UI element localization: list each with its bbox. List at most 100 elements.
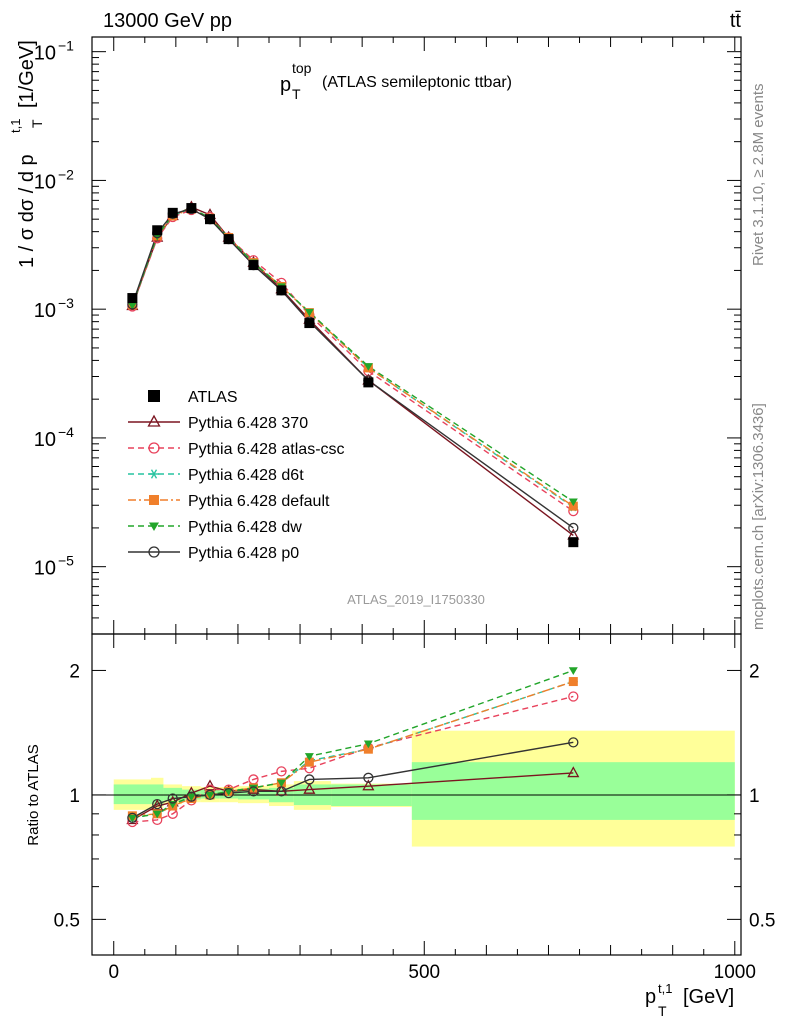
ratio-series-marker	[152, 810, 162, 819]
legend-label: Pythia 6.428 d6t	[188, 467, 304, 484]
main-series-line	[131, 207, 574, 503]
analysis-watermark: ATLAS_2019_I1750330	[347, 592, 485, 607]
ratio-series-marker	[304, 753, 314, 761]
ratio-series-marker	[568, 737, 579, 748]
data-point	[186, 203, 197, 214]
legend-marker	[147, 414, 161, 427]
data-point	[127, 293, 138, 304]
main-ytick-label: 10	[34, 558, 56, 580]
ratio-ytick-labels: 0.5 0.5 1 1 2 2	[54, 661, 776, 931]
ratio-ytick-label-right: 1	[749, 786, 760, 807]
main-ytick-label: 10	[34, 300, 56, 322]
main-panel: p top T (ATLAS semileptonic ttbar) 1 / σ…	[8, 36, 742, 635]
ratio-series-marker	[186, 791, 197, 802]
ratio-series-marker	[568, 667, 578, 675]
main-ytick-label-exp: −4	[58, 424, 74, 440]
ratio-series-marker	[363, 744, 373, 754]
energy-label: 13000 GeV pp	[103, 10, 232, 32]
main-axis-ticks	[92, 37, 741, 635]
main-series-marker	[568, 501, 578, 511]
ratio-series-marker	[304, 757, 314, 767]
ratio-inner-band	[113, 784, 151, 805]
main-ylabel-text: 1 / σ dσ / d p	[16, 154, 38, 268]
main-ytick-label: 10	[34, 43, 56, 65]
main-ytick-label-exp: −3	[58, 295, 74, 311]
main-series-marker	[568, 522, 579, 534]
x-axis-label-sup: t,1	[658, 981, 672, 996]
main-ytick-label-exp: −1	[58, 38, 74, 54]
main-ytick-label-exp: −2	[58, 166, 74, 182]
mcplots-label: mcplots.cern.ch [arXiv:1306.3436]	[750, 403, 767, 630]
ratio-series-marker	[248, 786, 259, 797]
data-point	[152, 225, 163, 236]
main-ylabel: 1 / σ dσ / d p	[16, 154, 38, 268]
main-series-line	[131, 206, 574, 536]
ratio-series-marker	[303, 782, 316, 794]
main-ytick-labels: 10−510−410−310−210−1	[34, 38, 74, 580]
ratio-xtick-label: 0	[108, 962, 119, 983]
ratio-xtick-label: 500	[408, 962, 440, 983]
main-series-marker	[568, 498, 578, 507]
legend-label: ATLAS	[188, 389, 238, 406]
legend: ATLAS Pythia 6.428 370 Pythia 6.428 atlas-…	[128, 389, 345, 562]
data-point	[248, 260, 259, 271]
ratio-series-marker	[127, 814, 137, 823]
ratio-series-marker	[224, 788, 234, 796]
main-series-marker	[304, 308, 314, 317]
main-series-marker	[363, 363, 373, 371]
ratio-series-marker	[276, 779, 286, 788]
rivet-version-label: Rivet 3.1.10, ≥ 2.8M events	[750, 84, 767, 267]
legend-marker	[148, 546, 160, 558]
ratio-series-marker	[223, 787, 234, 799]
main-title-sub: T	[292, 86, 301, 102]
ratio-series-marker	[152, 798, 163, 810]
ratio-series-marker	[362, 779, 375, 791]
data-point	[205, 214, 215, 225]
ratio-series-marker	[363, 740, 373, 749]
ratio-series-marker	[186, 793, 196, 802]
legend-marker	[149, 469, 159, 479]
main-series-line	[131, 208, 574, 507]
ratio-series-markers	[126, 667, 580, 828]
main-ylabel-unit: [1/GeV]	[16, 40, 38, 108]
ratio-series-marker	[167, 793, 178, 804]
data-point	[304, 318, 315, 329]
main-series-marker	[127, 302, 137, 310]
ratio-series-marker	[127, 812, 138, 824]
ratio-series-marker	[248, 784, 258, 793]
legend-marker	[149, 522, 159, 531]
ratio-series-marker	[205, 791, 215, 800]
data-point	[223, 234, 234, 245]
data-point	[276, 285, 287, 296]
process-label: tt̄	[730, 10, 742, 32]
ratio-series-marker	[304, 774, 315, 785]
ratio-inner-band	[237, 788, 269, 800]
main-title-rest: (ATLAS semileptonic ttbar)	[322, 74, 512, 91]
main-title-sup: top	[292, 60, 312, 76]
main-ytick-label: 10	[34, 429, 56, 451]
legend-label: Pythia 6.428 default	[188, 493, 330, 510]
legend-marker	[149, 495, 159, 505]
main-ylabel-sub: T	[29, 119, 45, 128]
ratio-ytick-label-left: 0.5	[54, 910, 80, 931]
ratio-inner-band	[151, 784, 164, 805]
legend-marker-stroke	[150, 469, 158, 479]
legend-label: Pythia 6.428 dw	[188, 519, 302, 536]
ratio-ylabel: Ratio to ATLAS	[25, 744, 42, 845]
data-point	[568, 537, 579, 548]
ratio-series-marker	[568, 677, 578, 687]
main-series-lines	[131, 206, 574, 536]
x-axis-label: p	[645, 986, 656, 1008]
main-series-markers	[126, 200, 580, 548]
ratio-ytick-label-left: 2	[69, 661, 80, 682]
main-title: p	[280, 74, 291, 96]
legend-marker	[148, 442, 160, 454]
data-point	[167, 207, 178, 218]
ratio-ytick-label-right: 2	[749, 661, 760, 682]
ratio-xtick-labels: 0 500 1000	[108, 962, 755, 983]
ratio-uncertainty-bands	[113, 730, 735, 847]
legend-label: Pythia 6.428 370	[188, 415, 308, 432]
main-ylabel-sup: t,1	[8, 119, 23, 133]
ratio-xtick-label: 1000	[714, 962, 756, 983]
